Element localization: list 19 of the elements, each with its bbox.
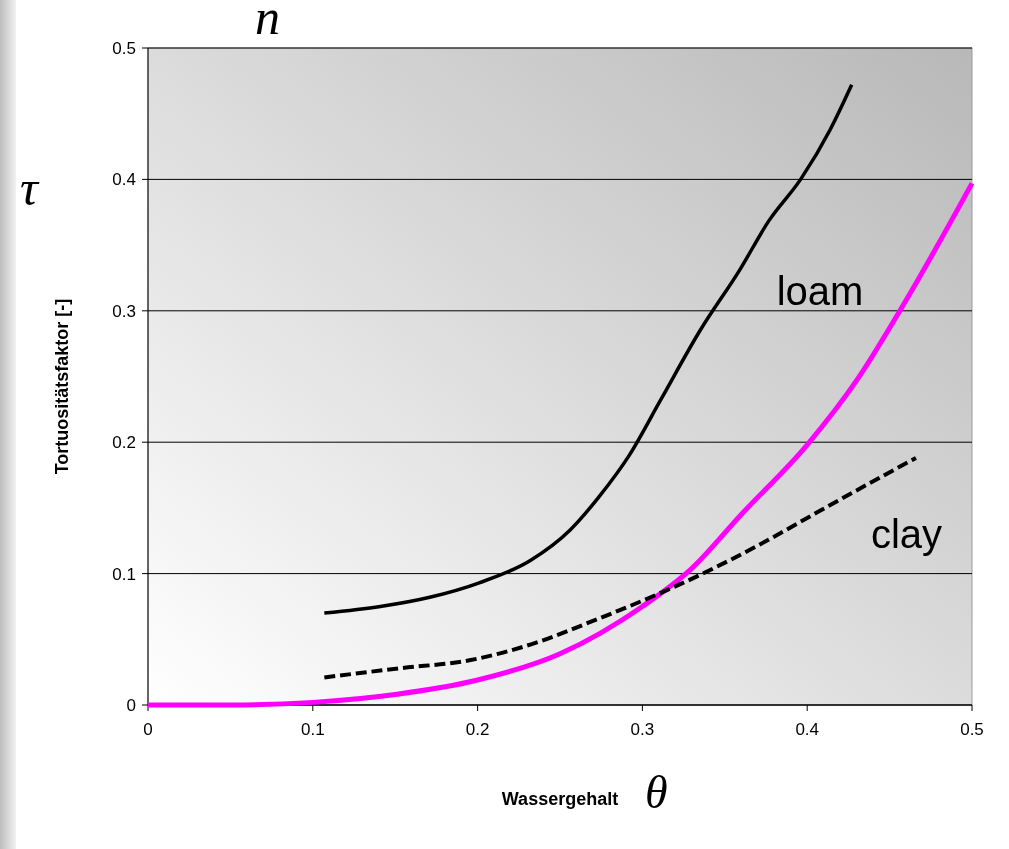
series-label: loam: [776, 268, 864, 313]
x-tick-label: 0.2: [465, 720, 490, 739]
x-tick-label: 0.4: [795, 720, 820, 739]
y-tick-label: 0.4: [112, 170, 136, 190]
y-tick-label: 0.3: [112, 301, 136, 321]
series-label: clay: [870, 511, 943, 556]
x-tick-label: 0.3: [630, 720, 655, 739]
text: τ: [20, 160, 40, 216]
x-tick-label: 0: [143, 720, 153, 739]
x-axis-title: Wassergehalt: [501, 789, 619, 809]
text: n: [255, 0, 280, 45]
x-tick-label: 0.1: [300, 720, 325, 739]
y-tick-label: 0.1: [112, 564, 136, 584]
y-tick-label: 0: [126, 695, 136, 715]
x-tick-label: 0.5: [960, 720, 984, 739]
y-axis-title: Tortuositätsfaktor [-]: [52, 298, 72, 475]
text: θ: [645, 767, 668, 818]
y-tick-label: 0.5: [112, 38, 136, 58]
y-tick-label: 0.2: [112, 433, 136, 453]
